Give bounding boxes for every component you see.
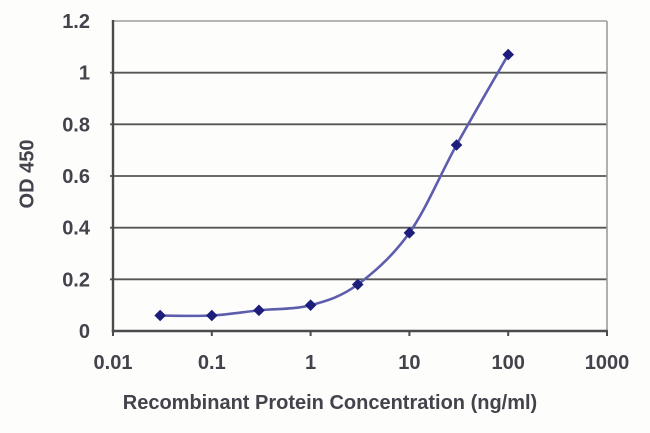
x-tick-label-10: 10 [398,352,420,374]
data-point-marker-30 [450,139,463,151]
y-tick-label-1.2: 1.2 [62,11,90,33]
data-point-marker-10 [403,227,416,239]
y-tick-label-0.8: 0.8 [62,114,90,136]
x-tick-label-1000: 1000 [585,352,630,374]
x-tick-label-0.01: 0.01 [94,352,133,374]
x-tick-label-1: 1 [305,352,316,374]
data-point-marker-0.03 [154,309,166,322]
data-point-marker-100 [502,48,514,61]
x-tick-label-100: 100 [492,352,525,374]
y-axis-title: OD 450 [16,139,39,209]
x-axis-title: Recombinant Protein Concentration (ng/ml… [122,392,538,414]
data-point-marker-3 [351,278,364,291]
y-tick-label-0.6: 0.6 [62,166,90,188]
y-tick-label-0.2: 0.2 [62,269,90,291]
data-point-marker-1 [304,299,317,311]
x-tick-label-0.1: 0.1 [198,352,226,374]
y-tick-label-0.4: 0.4 [62,218,91,240]
data-point-marker-0.3 [253,304,265,317]
data-series-line [158,53,510,318]
y-tick-label-1: 1 [79,63,90,85]
data-point-marker-0.1 [206,309,218,322]
y-tick-label-0: 0 [79,321,90,343]
